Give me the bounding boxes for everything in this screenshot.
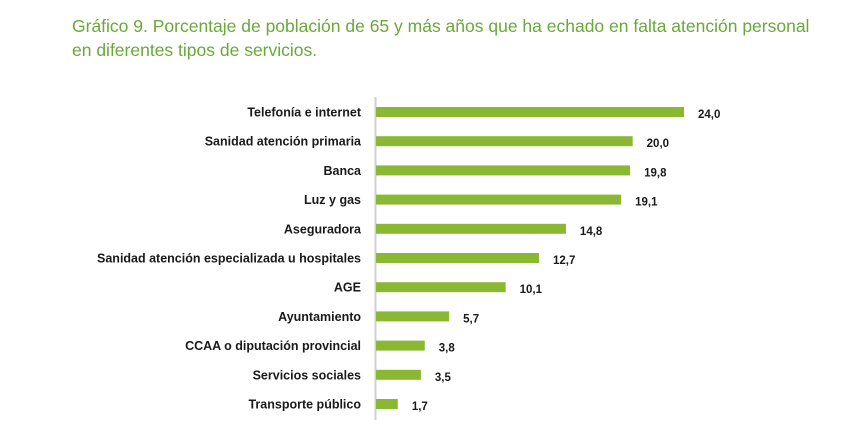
data-label: 20,0 bbox=[647, 138, 669, 150]
category-label: Banca bbox=[323, 164, 362, 178]
category-label: Transporte público bbox=[248, 398, 361, 412]
chart-title: Gráfico 9. Porcentaje de población de 65… bbox=[72, 16, 810, 60]
category-label: Telefonía e internet bbox=[247, 106, 362, 120]
bar bbox=[376, 369, 421, 380]
bar bbox=[376, 223, 566, 234]
bar bbox=[376, 282, 506, 293]
data-label: 3,8 bbox=[439, 343, 456, 355]
category-label: Sanidad atención especializada u hospita… bbox=[97, 252, 361, 266]
category-label: Ayuntamiento bbox=[278, 310, 361, 324]
bar bbox=[376, 399, 398, 409]
bar bbox=[376, 136, 633, 147]
data-label: 24,0 bbox=[698, 109, 720, 121]
data-label: 10,1 bbox=[520, 284, 543, 296]
data-label: 3,5 bbox=[435, 372, 452, 384]
category-label: Aseguradora bbox=[284, 222, 362, 236]
bar bbox=[376, 107, 684, 117]
data-label: 12,7 bbox=[553, 255, 575, 267]
data-label: 1,7 bbox=[412, 401, 428, 413]
data-label: 14,8 bbox=[580, 226, 603, 238]
bar bbox=[376, 165, 631, 176]
category-label: AGE bbox=[334, 281, 361, 295]
bar bbox=[376, 194, 622, 205]
category-label: Sanidad atención primaria bbox=[205, 135, 362, 149]
data-label: 5,7 bbox=[463, 313, 479, 325]
category-label: Servicios sociales bbox=[253, 368, 361, 382]
bar bbox=[376, 340, 425, 351]
category-label: CCAA o diputación provincial bbox=[185, 339, 361, 353]
data-label: 19,8 bbox=[644, 167, 667, 179]
bar bbox=[376, 253, 539, 263]
category-label: Luz y gas bbox=[304, 193, 361, 207]
data-label: 19,1 bbox=[635, 197, 658, 209]
bar bbox=[376, 311, 450, 322]
